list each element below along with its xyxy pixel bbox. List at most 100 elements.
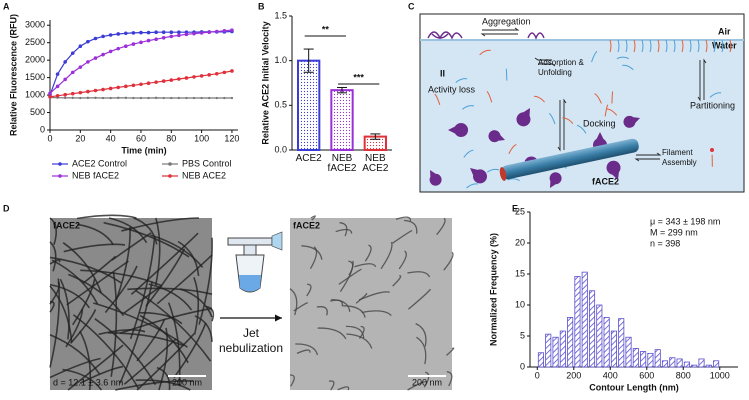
surface-chain <box>681 39 684 53</box>
data-point <box>86 89 90 94</box>
data-point <box>139 30 143 35</box>
data-point <box>55 84 60 89</box>
fibril <box>135 379 191 391</box>
data-point <box>86 60 90 64</box>
histogram-bar <box>676 358 683 368</box>
x-tick-label: 80 <box>166 133 176 143</box>
histogram-bar <box>545 333 552 368</box>
fibril <box>446 371 453 387</box>
data-point <box>200 96 203 100</box>
x-tick-label: 100 <box>194 133 209 143</box>
fibril <box>310 215 316 221</box>
fibril <box>110 271 118 377</box>
fibril <box>82 255 117 284</box>
fibril <box>309 246 318 270</box>
chain <box>486 90 493 103</box>
fibril <box>296 349 311 354</box>
fibril <box>79 330 92 391</box>
data-point <box>93 88 98 93</box>
x-tick-label: NEB fACE2 <box>327 153 357 174</box>
scale-bar-label: 200 nm <box>412 377 442 387</box>
chain <box>505 68 508 81</box>
fibril <box>295 343 319 356</box>
fibril <box>72 278 96 326</box>
histogram-bar <box>567 316 574 368</box>
data-point <box>131 31 136 35</box>
exchange-arrow <box>557 98 567 152</box>
fibril <box>133 217 158 245</box>
data-point <box>146 81 151 86</box>
micrograph-title: fACE2 <box>293 220 320 230</box>
surface-chain <box>625 39 628 53</box>
data-point <box>177 96 181 100</box>
y-axis-label: Relative ACE2 Initial Velocity <box>260 21 270 144</box>
fibril <box>289 288 298 316</box>
enzyme <box>429 170 442 186</box>
partitioning-label: Partitioning <box>690 100 735 110</box>
chain <box>548 112 556 125</box>
adsorption-label: Adsorption & Unfolding <box>538 58 584 77</box>
process-arrowhead <box>275 314 282 322</box>
data-point <box>161 30 166 35</box>
enzyme <box>448 123 469 138</box>
data-point <box>154 37 158 42</box>
data-point <box>230 28 234 32</box>
data-point <box>154 96 158 100</box>
data-point <box>177 33 181 38</box>
x-tick-label: 0 <box>535 370 540 380</box>
data-point <box>161 36 166 40</box>
filament-end <box>499 167 507 181</box>
y-tick-label: 20 <box>515 237 525 247</box>
surface-chain <box>665 39 668 53</box>
data-point <box>139 96 143 100</box>
data-point <box>55 72 60 76</box>
panel-letter: D <box>3 203 10 213</box>
fibril <box>63 243 126 253</box>
fibril <box>289 374 295 387</box>
data-point <box>108 49 113 54</box>
fibril <box>317 327 347 340</box>
fibril <box>339 222 348 237</box>
data-point <box>161 79 166 83</box>
fibril <box>337 386 350 391</box>
fibril <box>407 271 431 278</box>
fibril <box>98 329 146 336</box>
y-tick-label: 500 <box>30 107 45 117</box>
fibril <box>115 226 131 301</box>
aggregate <box>427 31 463 40</box>
fibril <box>65 308 84 348</box>
fibril <box>148 283 193 311</box>
data-point <box>207 73 211 77</box>
fibril <box>355 293 368 304</box>
data-point <box>78 65 83 69</box>
x-tick-label: 600 <box>639 370 654 380</box>
fibril <box>348 260 354 276</box>
histogram-bar <box>654 349 661 368</box>
data-point <box>93 36 98 41</box>
data-point <box>48 95 52 99</box>
chain <box>562 117 574 124</box>
air-region <box>420 14 744 41</box>
chain <box>466 183 478 189</box>
fibril <box>407 288 432 310</box>
surface-chain <box>705 39 708 53</box>
y-tick-label: 15 <box>515 268 525 278</box>
data-point <box>162 96 165 100</box>
histogram-bar <box>647 352 654 368</box>
micrograph-title: fACE2 <box>53 220 80 230</box>
data-point <box>108 33 113 37</box>
data-point <box>63 96 67 100</box>
surface-chain <box>689 39 692 53</box>
fibril <box>49 259 61 265</box>
x-tick-label: 800 <box>676 370 691 380</box>
fibril <box>70 309 97 344</box>
data-point <box>117 96 120 100</box>
x-axis-label: Time (min) <box>121 145 166 155</box>
data-point <box>94 96 97 100</box>
chain <box>463 149 474 158</box>
histogram-bar <box>552 336 559 368</box>
fibril <box>407 381 427 391</box>
fibril <box>67 273 125 317</box>
histogram-bar <box>669 357 676 368</box>
